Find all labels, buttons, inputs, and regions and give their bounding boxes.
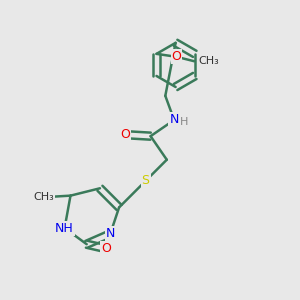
Text: H: H	[179, 117, 188, 127]
Text: O: O	[101, 242, 111, 255]
Text: O: O	[121, 128, 130, 141]
Text: NH: NH	[55, 221, 74, 235]
Text: N: N	[106, 227, 115, 240]
Text: CH₃: CH₃	[34, 192, 54, 202]
Text: CH₃: CH₃	[199, 56, 219, 66]
Text: S: S	[142, 174, 150, 188]
Text: O: O	[172, 50, 182, 63]
Text: N: N	[169, 113, 179, 127]
